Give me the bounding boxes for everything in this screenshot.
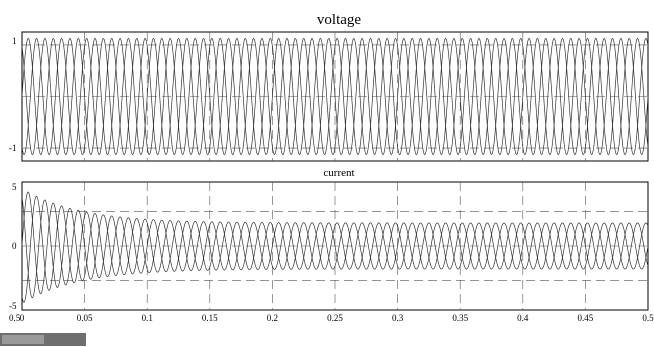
current-xtick-label: 0.35 <box>452 313 468 323</box>
voltage-title: voltage <box>317 12 361 28</box>
current-xtick-label: 0.4 <box>517 313 529 323</box>
voltage-trace-1 <box>21 38 649 155</box>
current-trace-1 <box>21 191 649 295</box>
current-xtick-label: 0.05 <box>77 313 93 323</box>
current-xtick-label: 0.1 <box>142 313 153 323</box>
current-plot: current 5 0 -5 0 0.05 0.1 0.15 0.2 0.25 0.3 0.3… <box>9 167 654 323</box>
current-ytick-top: 5 <box>12 182 17 192</box>
current-ytick-zero: 0 <box>12 241 17 251</box>
current-traces <box>21 191 649 303</box>
current-ytick-bottom: -5 <box>9 301 17 311</box>
voltage-ytick-top: 1 <box>12 36 17 46</box>
current-xtick-label: 0.45 <box>578 313 594 323</box>
current-xtick-label: 0.5 <box>642 313 654 323</box>
voltage-plot: voltage 1 -1 <box>9 12 649 162</box>
status-button[interactable] <box>2 335 44 344</box>
current-xtick-label: 0.15 <box>202 313 218 323</box>
voltage-traces <box>21 38 649 155</box>
current-title: current <box>323 167 354 179</box>
current-xtick-label: 0.25 <box>327 313 343 323</box>
voltage-trace-3 <box>21 38 649 155</box>
current-trace-3 <box>21 196 649 299</box>
current-trace-2 <box>21 195 649 303</box>
voltage-trace-2 <box>21 38 649 155</box>
current-xtick-label: 0.3 <box>392 313 404 323</box>
current-xtick-label: 0 <box>20 313 25 323</box>
voltage-ytick-bottom: -1 <box>9 143 17 153</box>
status-bar <box>0 333 86 346</box>
current-xticks: 0 0.05 0.1 0.15 0.2 0.25 0.3 0.35 0.4 0.45 0.5 <box>20 313 654 323</box>
left-axis-origin-label: 0.5 <box>9 313 21 323</box>
current-xtick-label: 0.2 <box>267 313 278 323</box>
